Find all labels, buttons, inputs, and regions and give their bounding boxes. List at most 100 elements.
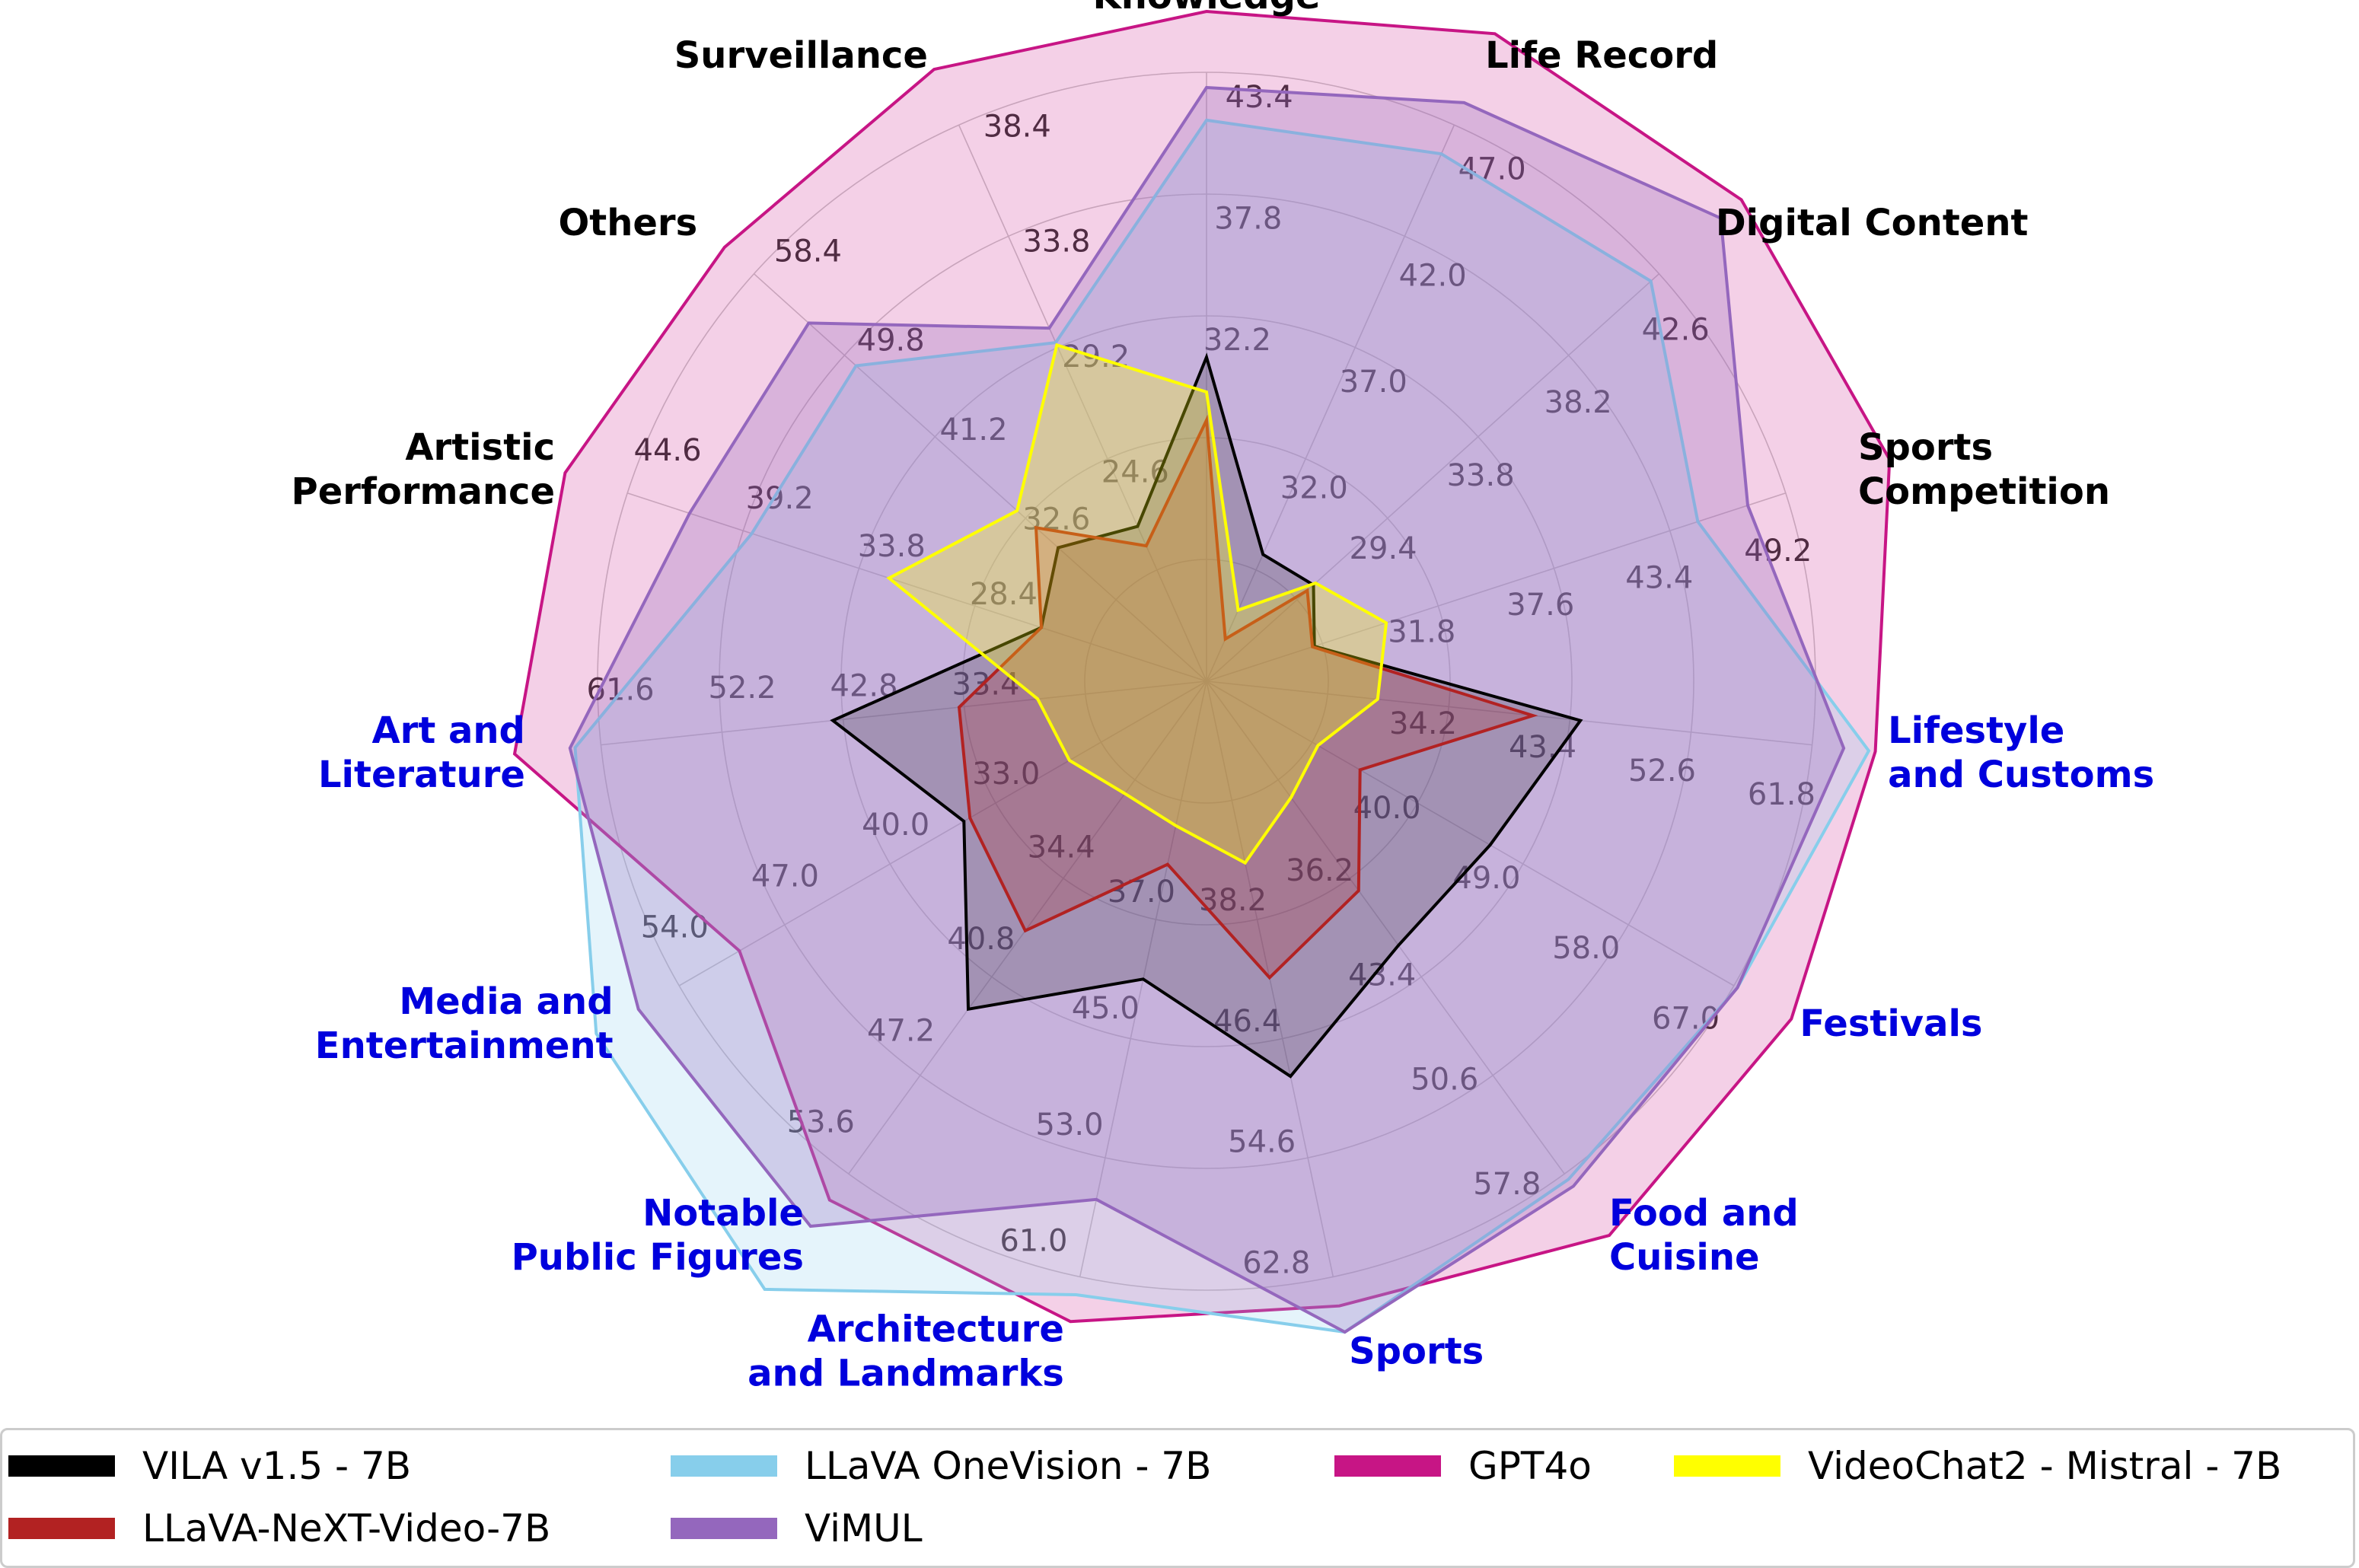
category-label: Surveillance (674, 34, 928, 77)
tick-label: 33.8 (1022, 225, 1090, 260)
tick-label: 41.2 (939, 413, 1007, 448)
tick-label: 45.0 (1072, 991, 1140, 1026)
tick-label: 47.2 (867, 1013, 935, 1048)
tick-label: 40.0 (862, 808, 929, 843)
legend-label-llava-next: LLaVA-NeXT-Video-7B (142, 1506, 551, 1550)
grid-spoke (958, 124, 1207, 682)
tick-label: 47.0 (751, 859, 819, 894)
category-label: Others (558, 202, 697, 244)
tick-label: 33.0 (972, 757, 1040, 792)
tick-label: 43.4 (1509, 730, 1576, 765)
tick-label: 40.8 (947, 922, 1015, 957)
series-vimul (568, 85, 1846, 1334)
tick-label: 49.2 (1744, 534, 1812, 569)
legend-item-llava-next: LLaVA-NeXT-Video-7B (8, 1506, 550, 1550)
legend-item-vila: VILA v1.5 - 7B (8, 1444, 411, 1488)
category-label: Sports Competition (1858, 426, 2110, 513)
tick-label: 29.4 (1350, 531, 1417, 566)
grid-spoke (1206, 124, 1455, 682)
tick-label: 52.6 (1628, 754, 1696, 789)
tick-label: 42.6 (1642, 312, 1710, 347)
legend-item-llava-onevision: LLaVA OneVision - 7B (671, 1444, 1211, 1488)
category-label: Art and Literature (318, 709, 525, 796)
tick-label: 58.4 (774, 234, 842, 269)
series-llava-next-video-7b (957, 414, 1538, 980)
category-label: Sports (1349, 1330, 1484, 1372)
tick-label: 37.0 (1108, 875, 1175, 910)
grid-spoke (626, 492, 1207, 682)
legend-item-vimul: ViMUL (671, 1506, 923, 1550)
category-label: Food and Cuisine (1609, 1192, 1799, 1279)
tick-label: 33.8 (1447, 458, 1515, 493)
tick-label: 38.4 (983, 109, 1051, 144)
tick-label: 52.2 (709, 671, 776, 706)
tick-label: 57.8 (1473, 1167, 1541, 1202)
grid-spoke (1206, 680, 1735, 986)
grid-spoke (1206, 680, 1565, 1174)
grid-spoke (601, 680, 1207, 746)
tick-label: 50.6 (1411, 1063, 1478, 1098)
legend-item-gpt4o: GPT4o (1334, 1444, 1592, 1488)
legend-label-vila: VILA v1.5 - 7B (142, 1444, 412, 1488)
tick-label: 37.8 (1214, 201, 1282, 236)
grid-spoke (1206, 492, 1787, 682)
legend-item-videochat2: VideoChat2 - Mistral - 7B (1674, 1444, 2281, 1488)
legend-label-llava-onevision: LLaVA OneVision - 7B (805, 1444, 1212, 1488)
legend-swatch-vimul (671, 1518, 777, 1539)
tick-label: 32.2 (1203, 323, 1271, 358)
category-label: Artistic Performance (292, 426, 556, 513)
category-label: Notable Public Figures (512, 1192, 804, 1279)
legend: VILA v1.5 - 7B LLaVA-NeXT-Video-7B LLaVA… (0, 1428, 2355, 1568)
tick-label: 28.4 (970, 577, 1038, 612)
legend-label-videochat2: VideoChat2 - Mistral - 7B (1808, 1444, 2282, 1488)
category-label: Life Record (1485, 34, 1718, 77)
grid-spoke (1206, 273, 1660, 682)
tick-label: 37.6 (1506, 588, 1574, 623)
legend-label-gpt4o: GPT4o (1468, 1444, 1592, 1488)
tick-label: 61.6 (587, 672, 655, 707)
tick-label: 62.8 (1242, 1246, 1310, 1281)
category-label: Media and Entertainment (315, 980, 614, 1067)
tick-label: 43.4 (1625, 560, 1693, 595)
tick-label: 42.0 (1399, 258, 1467, 293)
tick-label: 43.4 (1226, 80, 1293, 115)
legend-label-vimul: ViMUL (805, 1506, 923, 1550)
tick-label: 32.0 (1280, 471, 1348, 506)
data-series (512, 9, 1892, 1334)
series-vila-v1-5-7b (830, 352, 1583, 1079)
tick-label: 24.6 (1101, 455, 1169, 490)
category-label: Knowledge (1093, 0, 1321, 18)
tick-label: 40.0 (1353, 791, 1421, 826)
tick-label: 33.4 (952, 667, 1020, 702)
tick-label: 34.2 (1389, 706, 1457, 741)
tick-label: 49.8 (857, 323, 925, 359)
series-llava-onevision-7b (573, 118, 1871, 1334)
grid-spoke (1206, 680, 1812, 746)
category-labels: Knowledge Life Record Digital Content Sport… (292, 0, 2155, 1394)
tick-label: 37.0 (1340, 365, 1407, 400)
radar-grid (597, 72, 1816, 1291)
grid-spoke (678, 680, 1207, 986)
tick-label: 31.8 (1388, 615, 1455, 650)
category-label: Architecture and Landmarks (748, 1308, 1064, 1394)
legend-swatch-gpt4o (1334, 1455, 1441, 1477)
tick-label: 44.6 (634, 433, 702, 468)
radial-tick-labels: 32.2 37.8 43.4 32.0 37.0 42.0 47.0 29.4 33.8 38.2… (587, 80, 1815, 1280)
tick-label: 34.4 (1028, 830, 1095, 865)
legend-swatch-videochat2 (1674, 1455, 1780, 1477)
legend-swatch-llava-onevision (671, 1455, 777, 1477)
grid-spoke (753, 273, 1207, 682)
legend-swatch-vila (8, 1455, 115, 1477)
tick-label: 36.2 (1286, 853, 1353, 888)
tick-label: 33.8 (858, 529, 926, 564)
tick-label: 54.6 (1228, 1125, 1296, 1160)
category-label: Festivals (1800, 1002, 1982, 1045)
tick-label: 38.2 (1545, 385, 1612, 420)
category-label: Digital Content (1716, 202, 2029, 244)
tick-label: 53.0 (1036, 1107, 1104, 1143)
series-videochat2-mistral-7b (886, 343, 1388, 865)
tick-label: 58.0 (1552, 931, 1620, 966)
tick-label: 61.0 (999, 1224, 1067, 1259)
legend-swatch-llava-next (8, 1518, 115, 1539)
